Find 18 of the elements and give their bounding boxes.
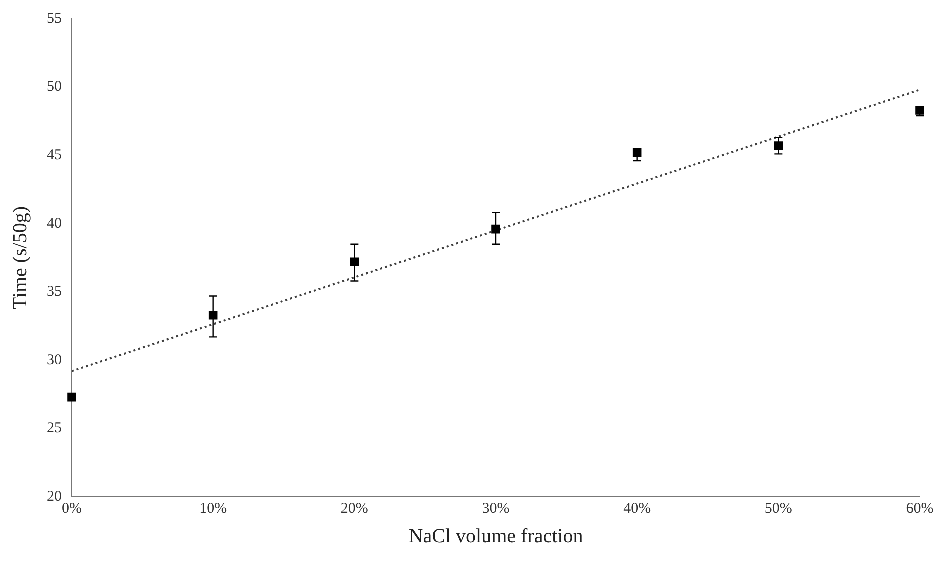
y-tick-label: 55 <box>47 10 62 27</box>
y-tick-label: 35 <box>47 284 62 300</box>
x-tick-label: 50% <box>764 500 792 517</box>
x-tick-label: 10% <box>200 500 228 517</box>
x-tick-label: 60% <box>906 500 934 517</box>
y-tick-label: 40 <box>47 216 62 232</box>
point <box>68 392 76 402</box>
x-tick-label: 30% <box>482 500 510 517</box>
y-tick-label: 20 <box>47 488 62 505</box>
y-tick-label: 45 <box>47 148 62 164</box>
y-tick-label: 50 <box>47 79 62 96</box>
x-tick-label: 20% <box>340 500 368 517</box>
x-axis-title: NaCl volume fraction <box>408 525 584 548</box>
y-tick-label: 30 <box>47 352 62 368</box>
y-tick-label: 25 <box>47 420 62 437</box>
y-axis-title: Time (s/50g) <box>9 206 32 310</box>
x-tick-label: 0% <box>62 500 82 517</box>
x-tick-label: 40% <box>624 500 652 517</box>
